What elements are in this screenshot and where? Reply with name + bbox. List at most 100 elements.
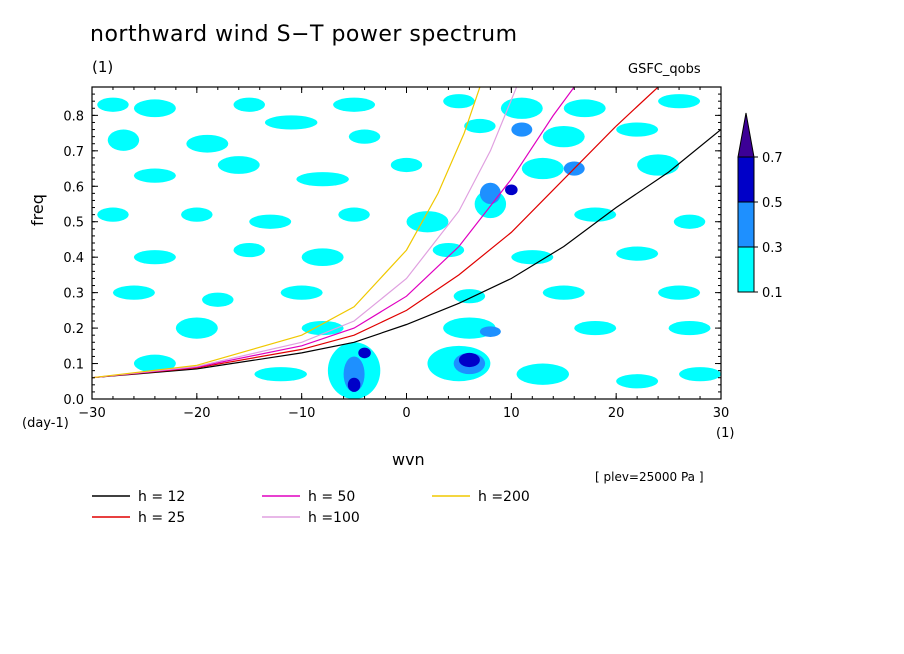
contour-blob <box>233 97 265 112</box>
legend-label: h =200 <box>478 489 530 505</box>
y-tick-label: 0.2 <box>63 322 84 337</box>
contour-blob <box>133 250 176 265</box>
contour-blob <box>133 354 176 373</box>
legend-label: h = 25 <box>138 510 185 526</box>
contour-blob <box>500 97 543 119</box>
y-tick-label: 0.4 <box>63 251 84 266</box>
contour-blob <box>338 207 370 222</box>
colorbar-segment <box>737 156 755 203</box>
source-label: GSFC_qobs <box>628 62 701 77</box>
contour-blob <box>347 377 361 392</box>
legend-label: h = 50 <box>308 489 355 505</box>
level-note: [ plev=25000 Pa ] <box>595 470 704 484</box>
contour-blob <box>443 94 475 109</box>
contour-blob <box>658 94 701 109</box>
colorbar-label: 0.5 <box>762 196 783 211</box>
contour-blob <box>658 285 701 300</box>
contour-blob <box>479 182 501 204</box>
x-tick-label: 0 <box>402 406 410 421</box>
contour-blob <box>679 367 721 382</box>
contour-blob <box>432 243 465 258</box>
contour-blob <box>542 126 585 148</box>
curve-h50 <box>92 87 575 379</box>
contour-blob <box>133 168 176 183</box>
contour-fill-layer <box>97 94 721 399</box>
y-tick-label: 0.5 <box>63 216 84 231</box>
y-tick-label: 0.7 <box>63 145 84 160</box>
x-axis-label: wvn <box>392 450 425 469</box>
contour-blob <box>458 352 480 368</box>
contour-blob <box>97 97 129 112</box>
y-tick-label: 0.6 <box>63 180 84 195</box>
contour-blob <box>673 214 706 229</box>
y-tick-label: 0.3 <box>63 287 84 302</box>
y-unit-label: (day-1) <box>22 416 69 431</box>
x-tick-label: −10 <box>288 406 315 421</box>
contour-blob <box>616 374 659 389</box>
contour-blob <box>358 347 371 359</box>
colorbar: 0.1 0.3 0.5 0.7 <box>737 112 783 301</box>
contour-blob <box>133 99 176 118</box>
contour-blob <box>333 97 376 112</box>
x-tick-label: 20 <box>608 406 625 421</box>
legend-label: h =100 <box>308 510 360 526</box>
units-label: (1) <box>92 58 114 76</box>
contour-blob <box>301 248 344 267</box>
colorbar-segment <box>737 246 755 293</box>
contour-blob <box>107 129 140 151</box>
colorbar-arrow <box>737 112 755 158</box>
contour-blob <box>217 156 260 174</box>
chart-title: northward wind S−T power spectrum <box>90 22 518 47</box>
contour-blob <box>563 99 606 118</box>
x-unit-label: (1) <box>716 426 735 441</box>
curve-h12 <box>92 129 721 379</box>
y-tick-label: 0.0 <box>63 393 84 408</box>
contour-blob <box>616 122 659 137</box>
axes-layer: −30 −20 −10 0 10 20 30 0.0 0.1 0.2 0.3 0.4 0.5 0.6 0.7… <box>63 86 730 421</box>
contour-blob <box>202 292 234 307</box>
contour-blob <box>249 214 292 229</box>
colorbar-label: 0.7 <box>762 151 783 166</box>
contour-blob <box>186 134 229 153</box>
contour-blob <box>637 154 680 176</box>
contour-blob <box>112 285 155 300</box>
y-tick-label: 0.1 <box>63 358 84 373</box>
x-tick-label: 30 <box>713 406 730 421</box>
x-tick-label: −20 <box>183 406 210 421</box>
contour-blob <box>616 246 659 261</box>
contour-blob <box>574 207 617 222</box>
contour-blob <box>97 207 129 222</box>
dispersion-curves <box>92 87 721 379</box>
contour-blob <box>511 250 554 265</box>
contour-blob <box>175 317 218 339</box>
contour-blob <box>521 157 564 180</box>
legend: h = 12 h = 25 h = 50 h =100 h =200 <box>92 489 530 526</box>
contour-blob <box>574 321 617 336</box>
contour-blob <box>511 122 533 137</box>
contour-blob <box>280 285 323 300</box>
curve-h100 <box>92 87 518 379</box>
contour-blob <box>406 211 449 233</box>
contour-blob <box>505 184 518 196</box>
contour-blob <box>453 289 486 304</box>
contour-blob <box>542 285 585 300</box>
colorbar-label: 0.3 <box>762 241 783 256</box>
legend-label: h = 12 <box>138 489 185 505</box>
contour-blob <box>348 129 381 144</box>
colorbar-label: 0.1 <box>762 286 783 301</box>
x-tick-label: 10 <box>503 406 520 421</box>
y-tick-label: 0.8 <box>63 109 84 124</box>
x-tick-label: −30 <box>78 406 105 421</box>
contour-blob <box>233 243 265 258</box>
contour-blob <box>390 157 423 173</box>
contour-blob <box>479 326 501 337</box>
contour-blob <box>254 367 307 382</box>
contour-blob <box>296 172 349 187</box>
contour-blob <box>264 115 318 130</box>
curve-h200 <box>92 87 481 379</box>
curve-h25 <box>92 87 659 379</box>
contour-blob <box>181 207 213 222</box>
contour-blob <box>301 321 344 336</box>
contour-blob <box>668 321 711 336</box>
